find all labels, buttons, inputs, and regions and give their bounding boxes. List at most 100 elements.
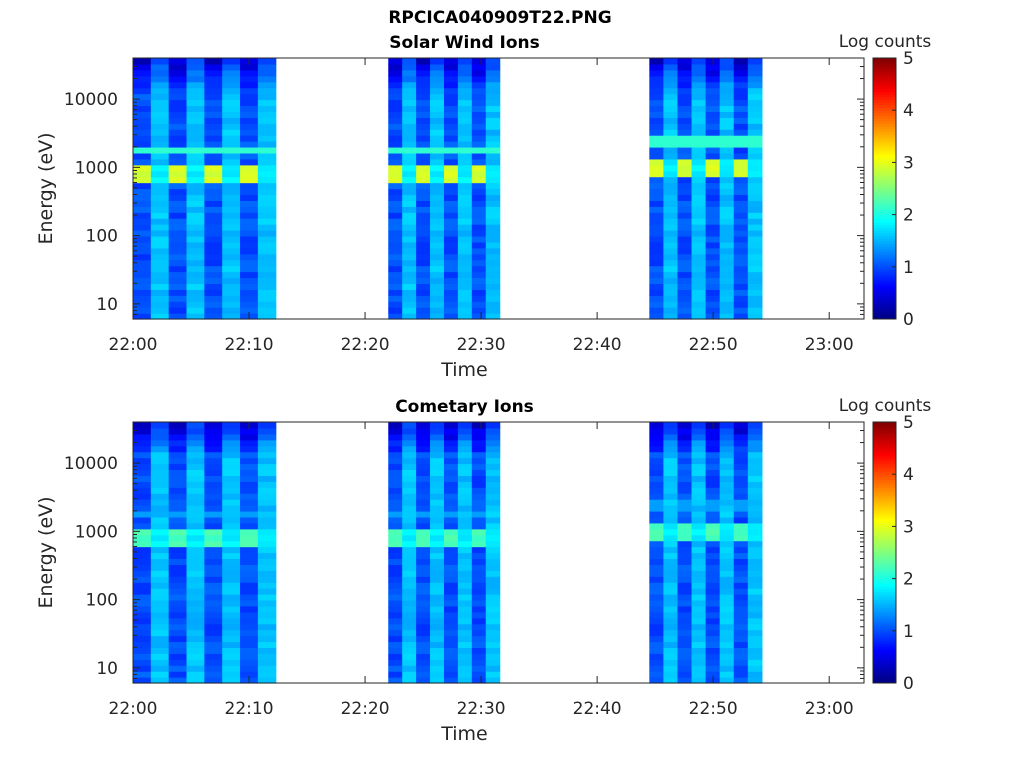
heatmap-cell xyxy=(443,617,459,625)
heatmap-cell xyxy=(257,307,277,314)
heatmap-cell xyxy=(705,141,721,148)
heatmap-cell xyxy=(240,552,259,560)
heatmap-cell xyxy=(705,475,721,482)
colorbar-swatch xyxy=(873,60,896,64)
heatmap-cell xyxy=(204,170,223,178)
heatmap-cell xyxy=(663,457,679,465)
heatmap-cell xyxy=(402,629,417,637)
heatmap-cell xyxy=(257,75,277,83)
heatmap-cell xyxy=(186,653,205,660)
plot-area-frame xyxy=(132,57,865,320)
heatmap-cell xyxy=(677,75,693,83)
heatmap-cell xyxy=(222,212,241,219)
heatmap-cell xyxy=(416,224,431,231)
heatmap-cell xyxy=(719,469,735,476)
heatmap-cell xyxy=(402,475,417,482)
heatmap-cell xyxy=(416,653,431,660)
heatmap-cell xyxy=(150,206,170,213)
heatmap-cell xyxy=(416,129,431,136)
heatmap-cell xyxy=(443,445,459,453)
heatmap-cell xyxy=(747,552,763,560)
colorbar-swatch xyxy=(873,131,896,135)
heatmap-cell xyxy=(150,564,170,571)
heatmap-cell xyxy=(133,259,152,267)
heatmap-cell xyxy=(416,677,431,684)
heatmap-cell xyxy=(257,123,277,130)
heatmap-cell xyxy=(388,307,403,314)
heatmap-cell xyxy=(747,141,763,148)
heatmap-cell xyxy=(485,594,501,601)
heatmap-cell xyxy=(388,99,403,107)
heatmap-cell xyxy=(430,546,445,554)
heatmap-cell xyxy=(150,58,170,65)
heatmap-cell xyxy=(747,582,763,589)
heatmap-cell xyxy=(388,671,403,678)
heatmap-cell xyxy=(485,487,501,494)
heatmap-cell xyxy=(733,475,749,482)
heatmap-cell xyxy=(719,111,735,118)
heatmap-cell xyxy=(457,164,473,172)
heatmap-cell xyxy=(733,534,749,542)
heatmap-cell xyxy=(719,623,735,631)
heatmap-cell xyxy=(402,659,417,666)
heatmap-cell xyxy=(443,182,459,190)
colorbar-swatch xyxy=(873,560,896,564)
heatmap-cell xyxy=(485,499,501,506)
heatmap-cell xyxy=(133,295,152,302)
heatmap-cell xyxy=(150,235,170,243)
heatmap-cell xyxy=(649,570,665,577)
colorbar-swatch xyxy=(873,565,896,569)
heatmap-cell xyxy=(257,653,277,660)
heatmap-cell xyxy=(719,253,735,261)
colorbar-swatch xyxy=(873,594,896,598)
heatmap-cell xyxy=(430,641,445,649)
heatmap-cell xyxy=(168,558,188,565)
heatmap-cell xyxy=(430,522,445,530)
colorbar-swatch xyxy=(873,583,896,587)
heatmap-cell xyxy=(186,671,205,678)
colorbar-swatch xyxy=(873,521,896,525)
heatmap-cell xyxy=(677,594,693,601)
heatmap-cell xyxy=(168,611,188,619)
heatmap-cell xyxy=(733,75,749,83)
colorbar-swatch xyxy=(873,282,896,286)
heatmap-cell xyxy=(150,129,170,136)
heatmap-cell xyxy=(649,451,665,459)
heatmap-cell xyxy=(485,522,501,530)
heatmap-cell xyxy=(186,58,205,65)
heatmap-cell xyxy=(240,295,259,302)
heatmap-cell xyxy=(457,307,473,314)
colorbar-swatch xyxy=(873,544,896,548)
heatmap-cell xyxy=(747,540,763,548)
heatmap-cell xyxy=(705,259,721,267)
heatmap-cell xyxy=(133,653,152,660)
heatmap-cell xyxy=(471,69,487,77)
heatmap-cell xyxy=(240,433,259,441)
heatmap-cell xyxy=(186,457,205,465)
heatmap-cell xyxy=(402,206,417,213)
heatmap-cell xyxy=(663,235,679,243)
heatmap-cell xyxy=(240,129,259,136)
heatmap-cell xyxy=(257,194,277,201)
y-tick-label: 10 xyxy=(96,295,118,315)
colorbar-swatch xyxy=(873,510,896,514)
heatmap-cell xyxy=(485,445,501,453)
heatmap-cell xyxy=(257,241,277,249)
colorbar-swatch xyxy=(873,316,896,320)
heatmap-cell xyxy=(649,493,665,500)
heatmap-cell xyxy=(186,629,205,637)
heatmap-cell xyxy=(719,671,735,678)
heatmap-cell xyxy=(677,493,693,500)
heatmap-cell xyxy=(677,433,693,441)
heatmap-cell xyxy=(150,69,170,77)
panel-title: Cometary Ions xyxy=(395,397,534,417)
heatmap-cell xyxy=(416,99,431,107)
heatmap-cell xyxy=(649,623,665,631)
heatmap-cell xyxy=(257,99,277,107)
heatmap-cell xyxy=(204,295,223,302)
colorbar-swatch xyxy=(873,287,896,291)
heatmap-cell xyxy=(416,594,431,601)
heatmap-cell xyxy=(443,540,459,548)
heatmap-cell xyxy=(168,439,188,447)
heatmap-cell xyxy=(240,457,259,465)
